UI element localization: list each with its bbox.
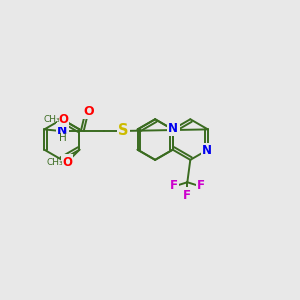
Text: O: O	[62, 156, 72, 169]
Text: N: N	[168, 122, 178, 135]
Text: O: O	[58, 113, 68, 126]
Text: F: F	[169, 179, 178, 192]
Text: S: S	[118, 123, 129, 138]
Text: F: F	[183, 189, 191, 202]
Text: CH₃: CH₃	[47, 158, 63, 167]
Text: H: H	[59, 133, 66, 143]
Text: O: O	[83, 105, 94, 118]
Text: CH₃: CH₃	[44, 115, 60, 124]
Text: N: N	[202, 144, 212, 157]
Text: N: N	[57, 124, 68, 137]
Text: F: F	[197, 179, 205, 192]
